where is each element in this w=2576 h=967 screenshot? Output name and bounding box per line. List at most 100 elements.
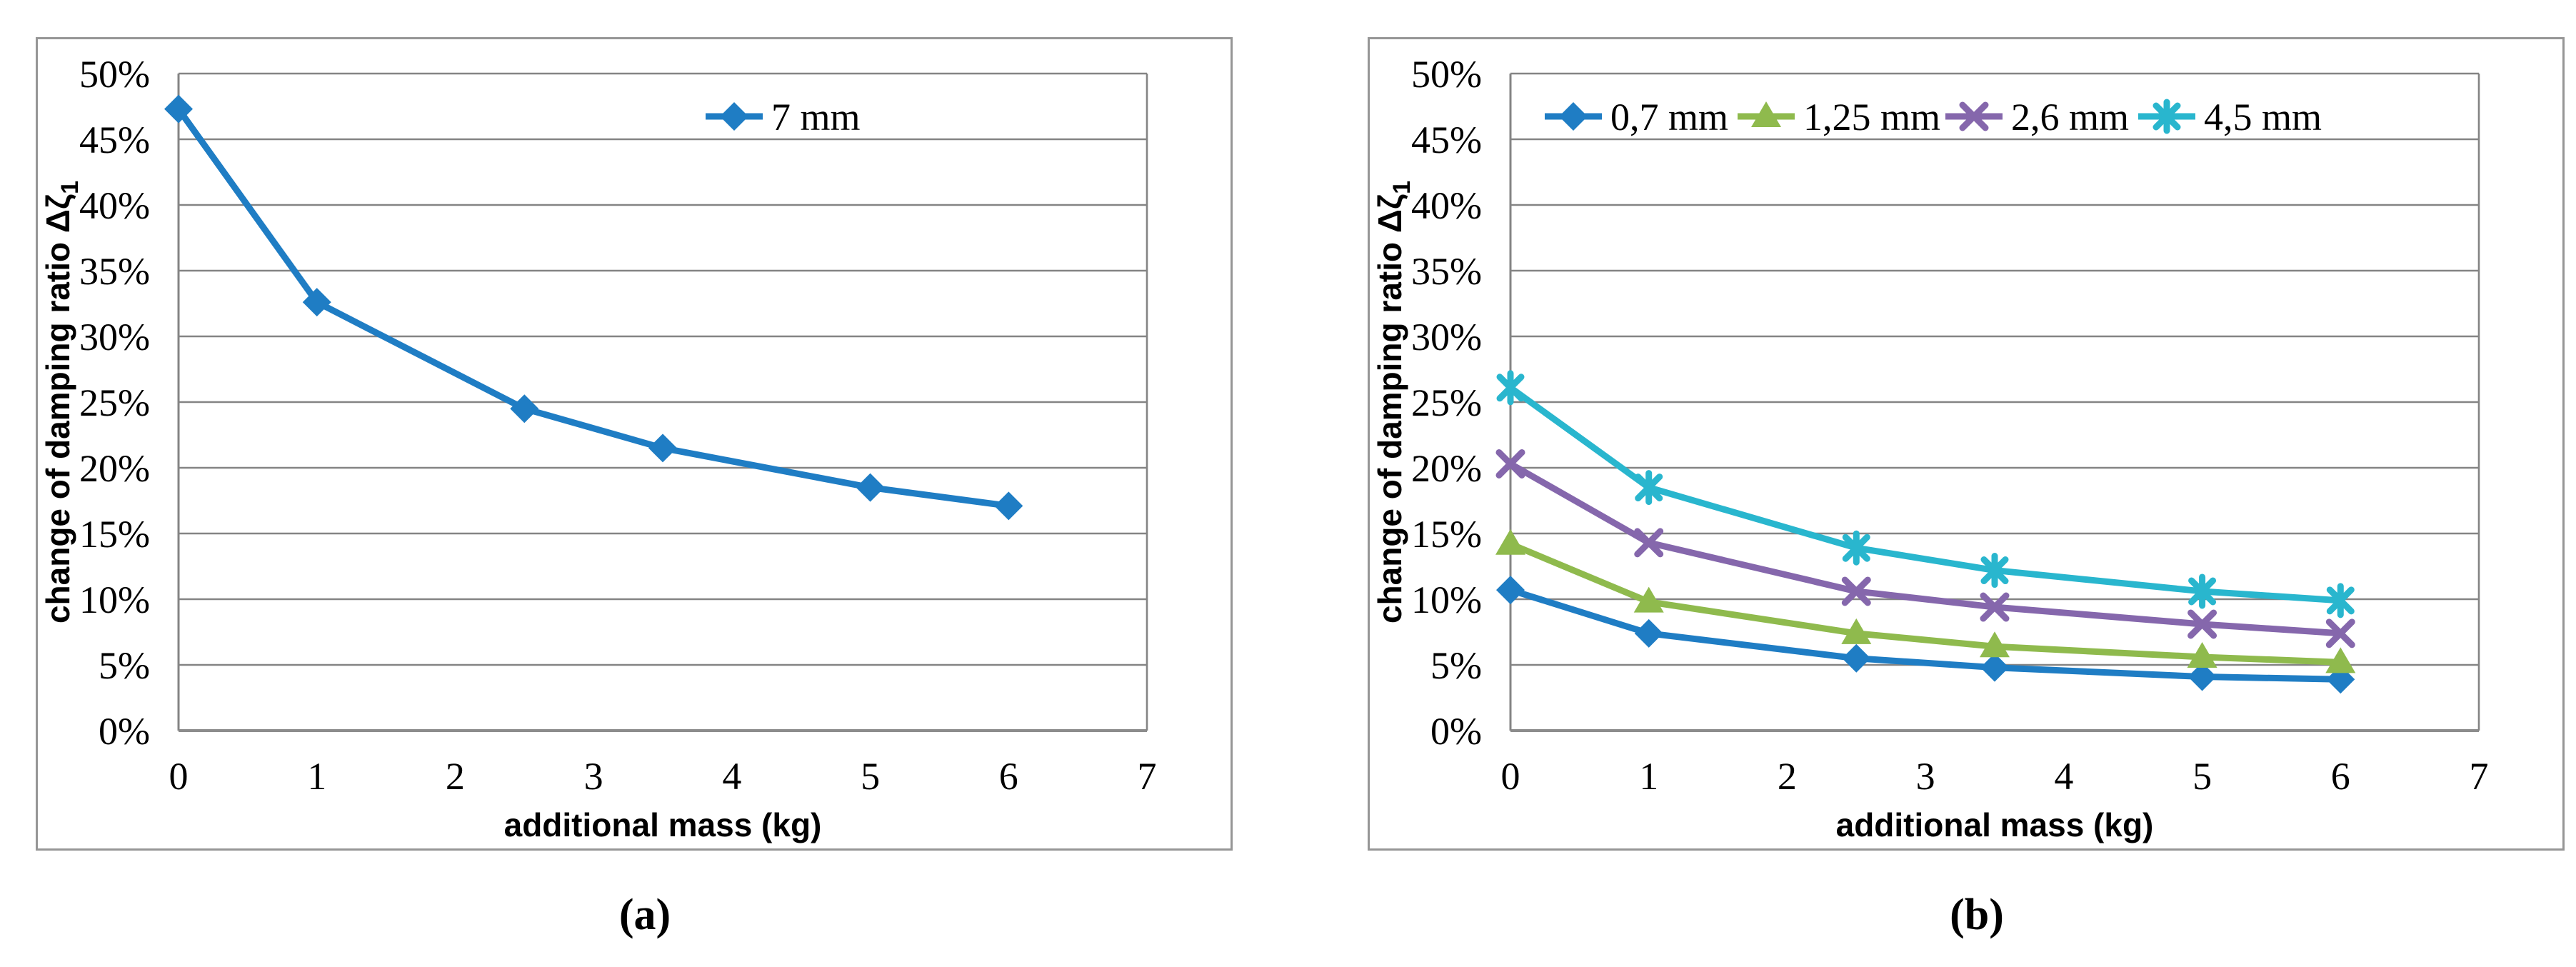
data-point-diamond-marker xyxy=(856,473,885,502)
data-point-triangle-marker xyxy=(1980,631,2010,658)
data-point-asterisk-marker xyxy=(1980,553,2009,588)
x-tick-label: 0 xyxy=(169,755,189,798)
data-point-triangle-marker xyxy=(1495,528,1525,555)
data-point-diamond-marker xyxy=(648,434,677,463)
y-tick-label: 15% xyxy=(1411,513,1482,556)
series-line xyxy=(1507,460,2344,637)
y-axis-tick-labels: 0% 5% 10% 15% 20% 25% 30% 35% 40% 45% 50% xyxy=(79,53,150,753)
y-tick-label: 45% xyxy=(79,119,150,161)
data-point-diamond-marker xyxy=(1634,618,1663,648)
y-tick-label: 50% xyxy=(79,53,150,96)
y-tick-label: 0% xyxy=(99,710,150,753)
y-axis-title-subscript: 1 xyxy=(1388,181,1415,194)
series-7-mm xyxy=(164,94,1023,521)
x-tick-label: 7 xyxy=(2470,755,2489,798)
data-point-diamond-marker xyxy=(1980,653,2009,682)
caption-b: (b) xyxy=(1950,891,2004,939)
y-tick-label: 40% xyxy=(1411,184,1482,227)
y-tick-label: 0% xyxy=(1430,710,1482,753)
series-2-6-mm xyxy=(1495,449,2355,648)
chart-a-svg: 0% 5% 10% 15% 20% 25% 30% 35% 40% 45% 50% 0 1 2 3 4 5 6 7 7… xyxy=(39,53,1157,843)
chart-b-panel: 0% 5% 10% 15% 20% 25% 30% 35% 40% 45% 50% 0 1 2 3 4 5 6 7 0… xyxy=(1368,37,2565,851)
legend-diamond-marker xyxy=(720,102,748,131)
series-4-5-mm xyxy=(1496,370,2355,618)
data-point-triangle-marker xyxy=(1633,586,1664,613)
legend-item-7-mm: 7 mm xyxy=(706,96,861,139)
series-line xyxy=(1507,384,2344,604)
x-tick-label: 4 xyxy=(722,755,741,798)
x-tick-label: 3 xyxy=(1916,755,1935,798)
legend-item-2-6-mm: 2,6 mm xyxy=(1945,96,2129,139)
data-point-diamond-marker xyxy=(1496,576,1525,605)
y-tick-label: 45% xyxy=(1411,119,1482,161)
y-tick-label: 20% xyxy=(1411,447,1482,490)
chart-a-panel: 0% 5% 10% 15% 20% 25% 30% 35% 40% 45% 50% 0 1 2 3 4 5 6 7 7… xyxy=(36,37,1233,851)
x-tick-label: 5 xyxy=(2192,755,2212,798)
legend-item-1-25-mm: 1,25 mm xyxy=(1738,96,1940,139)
svg-text:change of damping ratio Δζ1: change of damping ratio Δζ1 xyxy=(39,181,84,623)
legend-x-marker xyxy=(1959,101,1989,131)
x-tick-label: 2 xyxy=(446,755,465,798)
data-point-triangle-marker xyxy=(2187,641,2217,668)
y-tick-label: 40% xyxy=(79,184,150,227)
legend-label: 0,7 mm xyxy=(1610,96,1728,139)
series-0-7-mm xyxy=(1496,576,2355,694)
y-tick-label: 10% xyxy=(79,578,150,621)
data-point-asterisk-marker xyxy=(2326,583,2355,618)
y-tick-label: 30% xyxy=(1411,316,1482,359)
series-line xyxy=(1507,586,2344,683)
data-point-diamond-marker xyxy=(510,394,539,424)
legend-label: 2,6 mm xyxy=(2011,96,2129,139)
data-point-diamond-marker xyxy=(994,491,1023,521)
legend-item-4-5-mm: 4,5 mm xyxy=(2138,96,2322,139)
y-axis-title-subscript: 1 xyxy=(56,181,84,194)
data-point-asterisk-marker xyxy=(1635,470,1663,506)
series-line xyxy=(175,106,1012,509)
data-point-x-marker xyxy=(2325,618,2355,648)
data-point-x-marker xyxy=(2187,609,2217,639)
data-point-diamond-marker xyxy=(302,288,331,317)
x-axis-tick-labels: 0 1 2 3 4 5 6 7 xyxy=(1501,755,2489,798)
y-tick-label: 30% xyxy=(79,316,150,359)
legend-triangle-marker xyxy=(1751,101,1781,127)
legend: 0,7 mm 1,25 mm 2,6 mm 4,5 mm xyxy=(1545,96,2322,139)
legend-asterisk-marker xyxy=(2152,99,2181,134)
x-tick-label: 7 xyxy=(1138,755,1157,798)
gridlines xyxy=(177,72,1148,732)
data-point-asterisk-marker xyxy=(1496,370,1525,406)
data-point-diamond-marker xyxy=(164,94,193,124)
y-tick-label: 15% xyxy=(79,513,150,556)
series-1-25-mm xyxy=(1495,528,2356,673)
x-tick-label: 6 xyxy=(999,755,1018,798)
chart-b-svg: 0%5%10%15%20%25%30%35%40%45%50%0 1 2 3 4 5 6 70… xyxy=(1371,53,2489,843)
svg-text:change of damping ratio Δζ1: change of damping ratio Δζ1 xyxy=(1371,181,1415,623)
data-point-x-marker xyxy=(1841,576,1871,606)
x-tick-label: 6 xyxy=(2331,755,2350,798)
data-point-x-marker xyxy=(1980,592,2010,622)
y-tick-label: 10% xyxy=(1411,578,1482,621)
x-tick-label: 1 xyxy=(1639,755,1658,798)
y-tick-label: 50% xyxy=(1411,53,1482,96)
data-point-triangle-marker xyxy=(1841,618,1872,644)
caption-a: (a) xyxy=(618,891,671,939)
data-point-x-marker xyxy=(1495,449,1525,479)
y-tick-label: 5% xyxy=(1430,644,1482,687)
x-tick-label: 2 xyxy=(1778,755,1797,798)
legend: 7 mm xyxy=(706,96,861,139)
y-tick-label: 5% xyxy=(99,644,150,687)
y-tick-label: 25% xyxy=(79,381,150,424)
y-tick-label: 35% xyxy=(1411,250,1482,293)
x-axis-title: additional mass (kg) xyxy=(504,806,822,843)
x-tick-label: 5 xyxy=(861,755,880,798)
x-axis-tick-labels: 0 1 2 3 4 5 6 7 xyxy=(169,755,1157,798)
x-tick-label: 0 xyxy=(1501,755,1520,798)
legend-label: 4,5 mm xyxy=(2204,96,2322,139)
legend-diamond-marker xyxy=(1559,102,1588,131)
data-point-diamond-marker xyxy=(1842,643,1871,673)
data-point-triangle-marker xyxy=(2325,647,2356,673)
x-tick-label: 1 xyxy=(307,755,326,798)
legend-item-0-7-mm: 0,7 mm xyxy=(1545,96,1728,139)
x-axis-title: additional mass (kg) xyxy=(1836,806,2154,843)
data-point-asterisk-marker xyxy=(1842,530,1870,566)
